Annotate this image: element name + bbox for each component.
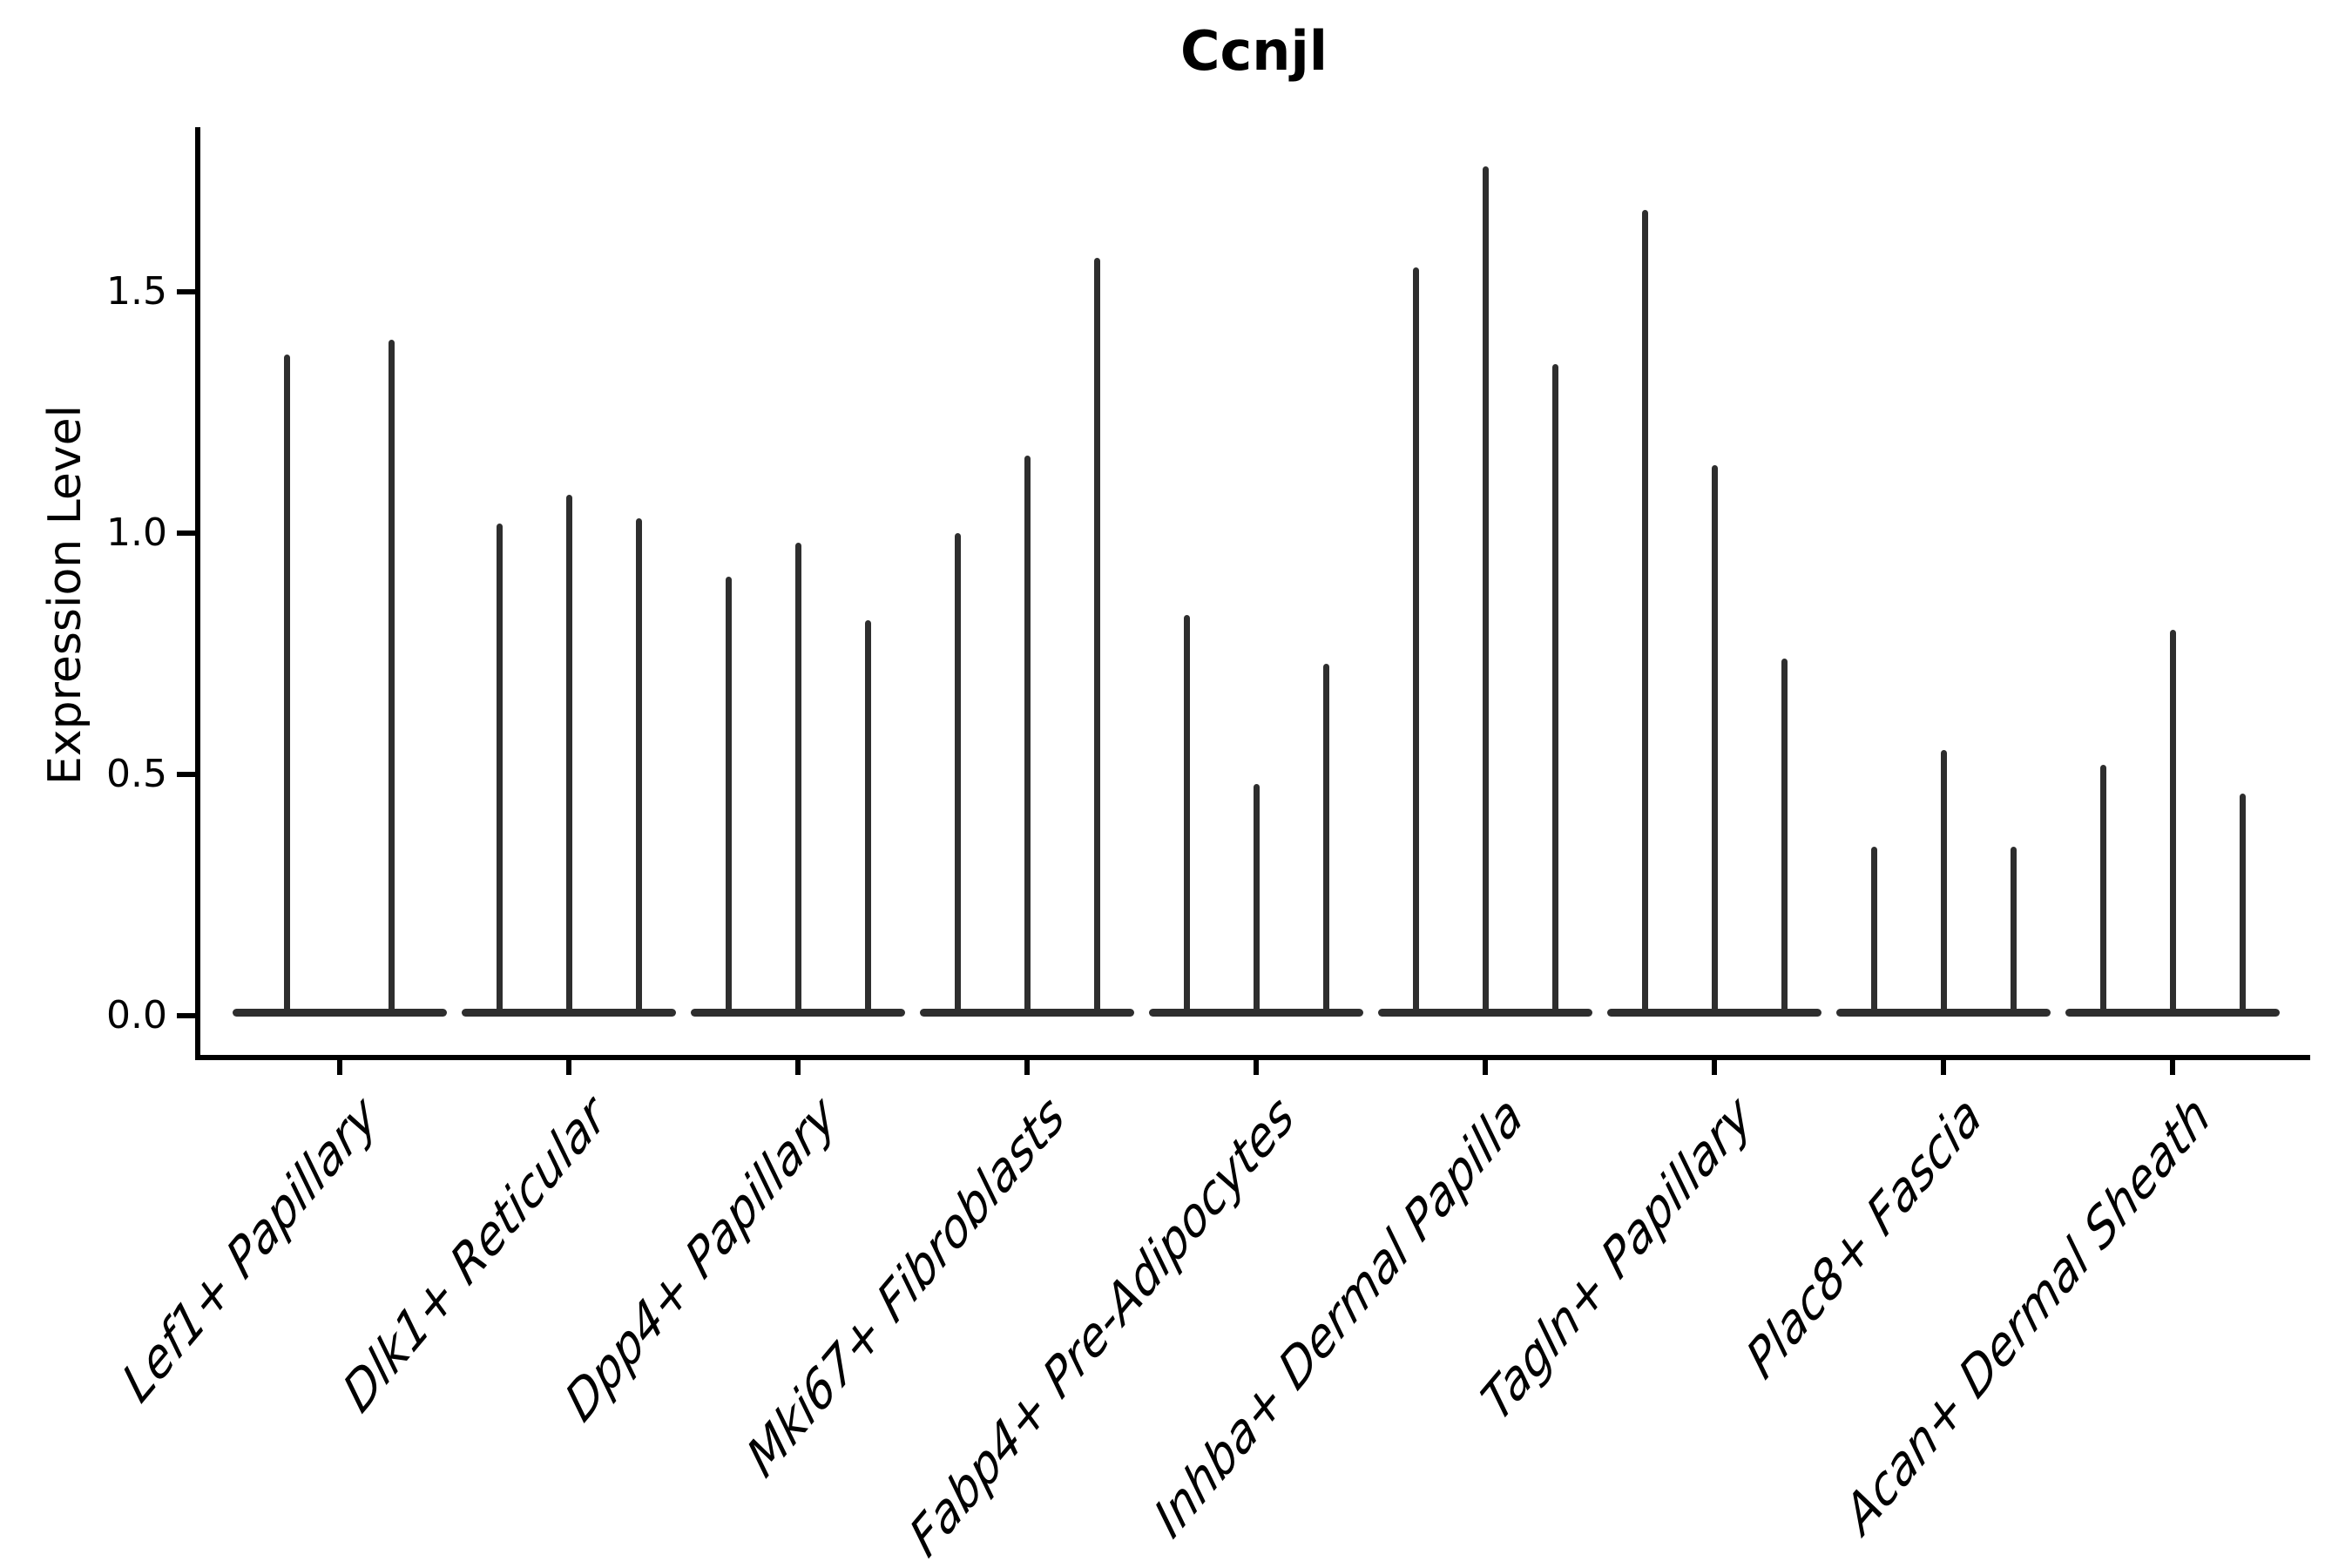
x-tick-label: Inhba+ Dermal Papilla (1146, 1083, 1533, 1551)
x-tick-mark (566, 1055, 571, 1075)
violin-spike (1551, 364, 1558, 1016)
y-tick-mark (177, 531, 198, 536)
violin-spike (635, 518, 642, 1016)
x-tick-label: Fabp4+ Pre-Adipocytes (900, 1083, 1304, 1568)
x-tick-mark (1483, 1055, 1488, 1075)
y-tick-label: 1.5 (106, 269, 167, 314)
violin-spike (283, 355, 290, 1016)
violin-spike (388, 340, 395, 1016)
x-tick-mark (1024, 1055, 1030, 1075)
violin-spike (1024, 456, 1031, 1016)
x-tick-mark (337, 1055, 342, 1075)
violin-spike (1940, 750, 1947, 1016)
y-tick-label: 1.0 (106, 510, 167, 555)
violin-spike (2169, 629, 2176, 1016)
x-tick-mark (2170, 1055, 2175, 1075)
violin-spike (1781, 659, 1788, 1016)
y-axis-label: Expression Level (39, 404, 91, 786)
y-tick-label: 0.5 (106, 752, 167, 796)
violin-spike (2239, 794, 2246, 1016)
violin-spike (1482, 166, 1489, 1016)
violin-spike (1183, 615, 1190, 1016)
x-tick-mark (795, 1055, 801, 1075)
x-tick-mark (1941, 1055, 1946, 1075)
violin-spike (1641, 209, 1648, 1016)
violin-spike (1412, 267, 1419, 1016)
violin-spike (496, 523, 503, 1016)
violin-spike (2010, 847, 2017, 1016)
violin-spike (794, 543, 801, 1016)
y-tick-mark (177, 1013, 198, 1018)
x-tick-mark (1254, 1055, 1259, 1075)
violin-spike (2099, 764, 2106, 1016)
violin-base (233, 1009, 447, 1017)
violin-spike (1322, 663, 1329, 1016)
x-tick-mark (1712, 1055, 1717, 1075)
violin-spike (1253, 784, 1260, 1016)
violin-spike (1870, 847, 1877, 1016)
violin-spike (864, 619, 871, 1016)
x-tick-label: Plac8+ Fascia (1737, 1083, 1991, 1392)
y-tick-mark (177, 289, 198, 294)
y-tick-label: 0.0 (106, 993, 167, 1037)
violin-spike (565, 494, 572, 1016)
y-axis-spine (195, 127, 200, 1060)
violin-spike (725, 576, 732, 1016)
violin-spike (1093, 258, 1100, 1016)
violin-spike (1711, 465, 1718, 1016)
chart-title: Ccnjl (1180, 19, 1328, 83)
y-tick-mark (177, 772, 198, 777)
violin-spike (954, 533, 961, 1016)
x-tick-label: Lef1+ Papillary (113, 1083, 388, 1416)
x-axis-spine (195, 1055, 2310, 1060)
